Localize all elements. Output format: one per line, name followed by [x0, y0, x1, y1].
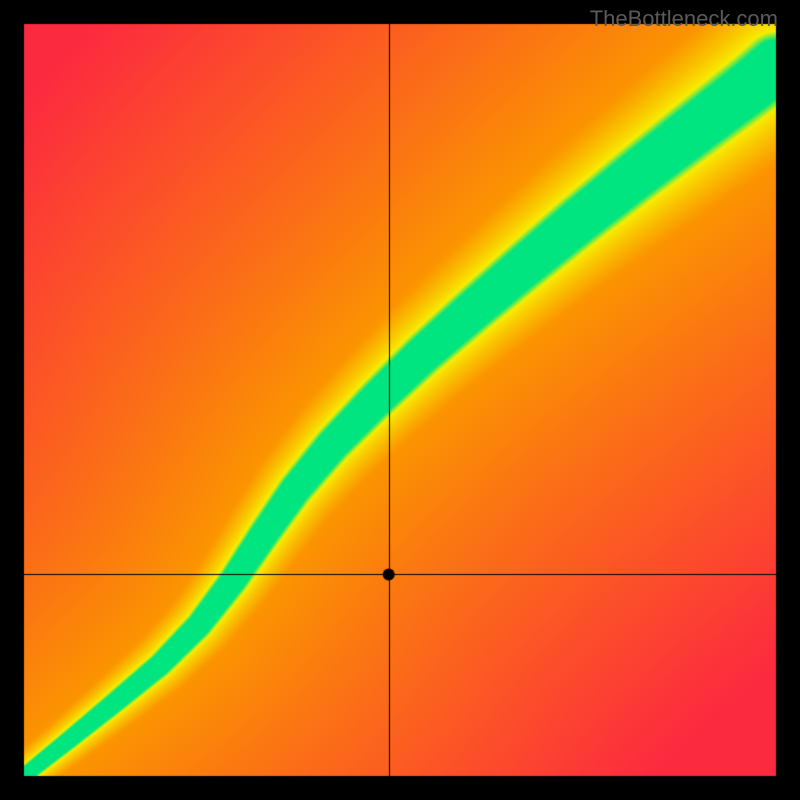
watermark-text: TheBottleneck.com — [590, 6, 778, 32]
chart-container: TheBottleneck.com — [0, 0, 800, 800]
heatmap-canvas — [0, 0, 800, 800]
